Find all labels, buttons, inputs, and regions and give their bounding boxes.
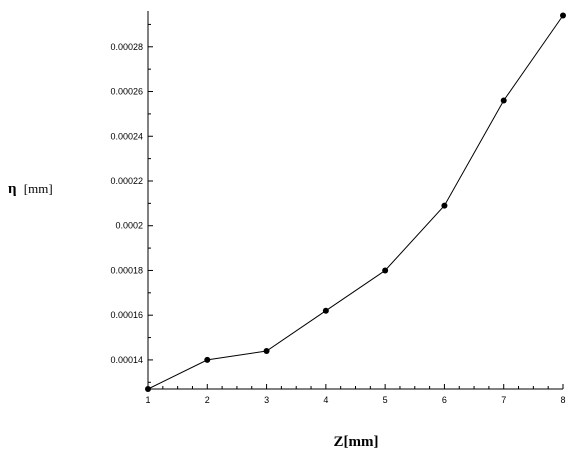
data-point — [500, 97, 507, 104]
x-tick-label: 2 — [205, 395, 210, 405]
y-tick-label: 0.00018 — [110, 265, 143, 275]
x-tick-label: 3 — [264, 395, 269, 405]
x-axis-label: Z[mm] — [334, 434, 379, 450]
data-point — [204, 356, 211, 363]
series — [145, 12, 566, 392]
data-point — [322, 307, 329, 314]
y-tick-label: 0.00022 — [110, 176, 143, 186]
y-tick-label: 0.00016 — [110, 310, 143, 320]
data-point — [441, 202, 448, 209]
y-ticks: 0.00014 0.00016 0.00018 0.0002 0.00022 0.0002… — [110, 23, 153, 383]
x-tick-label: 1 — [145, 395, 150, 405]
data-point — [263, 347, 270, 354]
y-tick-label: 0.00014 — [110, 355, 143, 365]
y-tick-label: 0.00024 — [110, 131, 143, 141]
y-axis-unit: [mm] — [24, 181, 53, 196]
y-axis-symbol: η — [8, 181, 17, 197]
series-line — [147, 15, 564, 390]
x-tick-label: 6 — [442, 395, 447, 405]
x-tick-label: 8 — [560, 395, 565, 405]
y-axis-label: η [mm] — [8, 181, 53, 197]
x-tick-label: 7 — [501, 395, 506, 405]
data-point — [560, 12, 566, 19]
axes — [147, 11, 563, 390]
x-tick-label: 5 — [383, 395, 388, 405]
x-ticks: 1 2 3 4 5 6 7 8 — [145, 384, 566, 405]
y-tick-label: 0.0002 — [115, 221, 143, 231]
y-tick-label: 0.00028 — [110, 42, 143, 52]
data-point — [382, 267, 389, 274]
x-tick-label: 4 — [323, 395, 328, 405]
y-tick-label: 0.00026 — [110, 87, 143, 97]
data-point — [145, 386, 151, 392]
